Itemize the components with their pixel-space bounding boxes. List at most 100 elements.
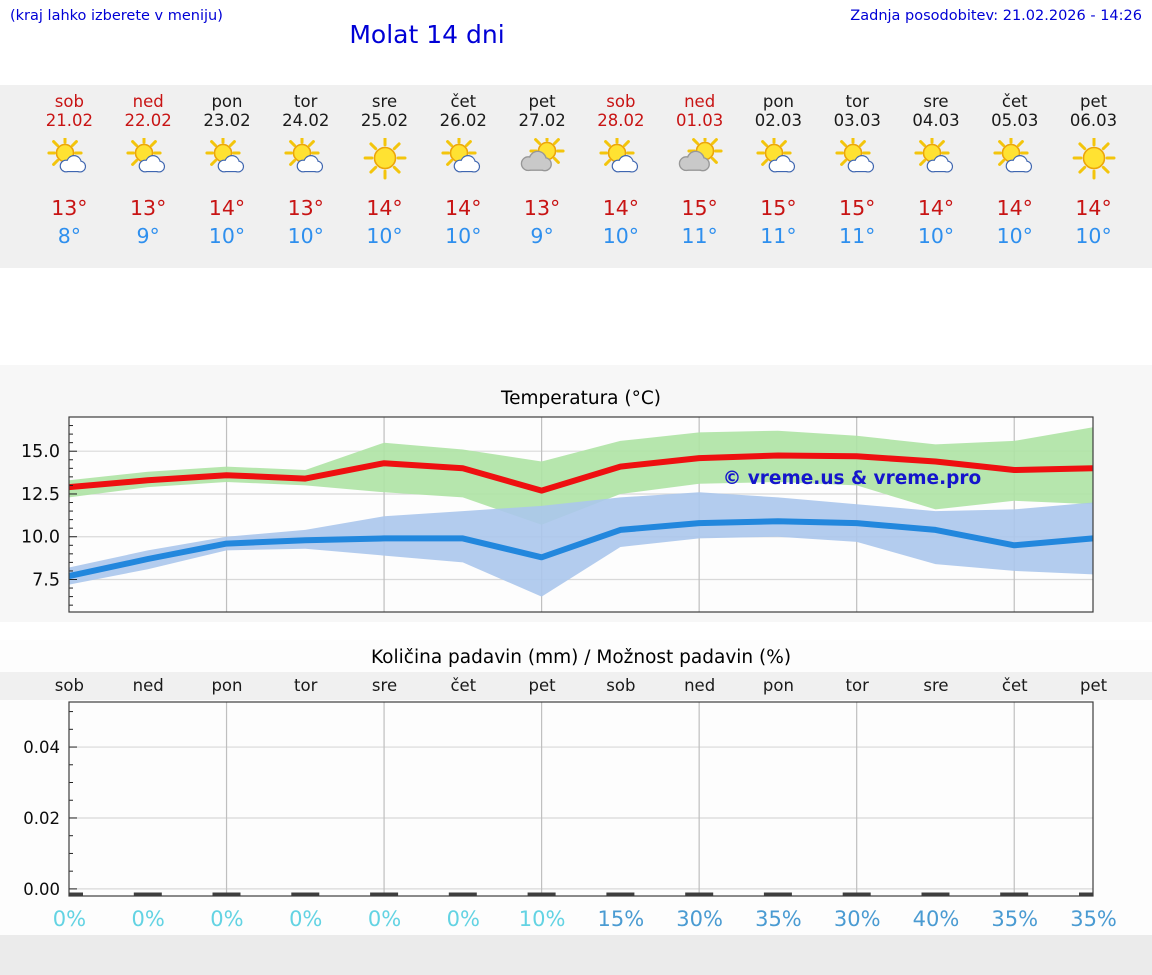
weather-icon [30,138,109,184]
day-name: tor [845,92,869,111]
low-temperature: 11° [681,224,718,248]
precip-probability: 10% [518,907,566,931]
high-temperature: 14° [366,196,403,220]
low-temperature: 11° [839,224,876,248]
forecast-day: ned 22.02 13° 9° [109,85,188,248]
weather-icon [581,138,660,184]
precip-probability-row: 0% 0% 0% 0% 0% 0% 10% 15% 30% 35% 30% 40% 35% 35% [30,904,1133,934]
precip-day-label: sre [371,676,398,695]
precipitation-figure: Količina padavin (mm) / Možnost padavin … [0,640,1152,935]
day-date: 23.02 [203,111,251,130]
precip-probability: 30% [676,907,723,931]
precip-day-label: tor [845,676,869,695]
sun-small-cloud-icon [993,138,1032,173]
forecast-day: pon 23.02 14° 10° [188,85,267,248]
forecast-day: ned 01.03 15° 11° [660,85,739,248]
precip-day-strip: sob ned pon tor sre čet pet sob ned pon tor sre čet p… [0,672,1152,700]
temperature-chart-title: Temperatura (°C) [500,388,662,409]
forecast-day: čet 05.03 14° 10° [975,85,1054,248]
temperature-figure: Temperatura (°C) 7.5 10.0 12.5 15.0 © vreme… [0,365,1152,622]
precip-probability: 0% [52,907,87,931]
precip-probability: 0% [210,907,244,931]
day-name: ned [132,92,164,111]
sun-gray-cloud-icon [520,138,565,172]
forecast-strip-row: sob 21.02 13° 8° ned 22.02 13° 9° pon 23… [30,85,1133,248]
sun-icon [363,138,407,180]
high-temperature: 15° [839,196,876,220]
high-temperature: 13° [523,196,561,220]
svg-text:0.00: 0.00 [23,880,60,899]
precip-day-label: sob [54,676,84,695]
svg-text:7.5: 7.5 [32,571,60,591]
high-temperature: 13° [287,196,324,220]
high-temperature: 15° [760,196,797,220]
low-temperature: 10° [208,224,246,248]
day-name: sre [371,92,398,111]
low-temperature: 10° [366,224,403,248]
day-date: 02.03 [754,111,803,130]
high-temperature: 14° [1075,196,1112,220]
day-date: 03.03 [833,111,881,130]
svg-text:15.0: 15.0 [21,442,60,462]
high-temperature: 14° [602,196,640,220]
forecast-day: sob 28.02 14° 10° [581,85,660,248]
precip-probability: 0% [131,907,165,931]
day-date: 04.03 [912,111,960,130]
day-name: pon [762,92,794,111]
day-date: 28.02 [597,111,645,130]
weather-icon [660,138,739,184]
low-temperature: 11° [760,224,797,248]
weather-icon [975,138,1054,184]
day-date: 24.02 [282,111,330,130]
weather-icon [345,138,424,184]
weather-icon [109,138,188,184]
high-temperature: 14° [208,196,246,220]
day-date: 06.03 [1069,111,1118,130]
weather-icon [424,138,503,184]
day-name: tor [294,92,318,111]
precip-day-label: ned [132,676,164,695]
day-name: čet [450,92,477,111]
day-name: čet [1001,92,1028,111]
precip-day-row: sob ned pon tor sre čet pet sob ned pon tor sre čet p… [30,672,1133,700]
high-temperature: 14° [996,196,1033,220]
forecast-day: tor 24.02 13° 10° [266,85,345,248]
low-temperature: 10° [996,224,1033,248]
forecast-day: pet 06.03 14° 10° [1054,85,1133,248]
precip-probability: 35% [1070,907,1117,931]
weather-icon [188,138,267,184]
precip-day-label: pon [211,676,243,695]
sun-small-cloud-icon [126,138,166,173]
precip-probability: 35% [755,907,802,931]
low-temperature: 9° [530,224,554,248]
location-menu-hint: (kraj lahko izberete v meniju) [10,8,223,24]
day-name: sob [606,92,636,111]
low-temperature: 10° [602,224,640,248]
precip-day-label: čet [450,676,477,695]
precipitation-chart-title: Količina padavin (mm) / Možnost padavin … [370,647,792,668]
weather-icon [897,138,976,184]
sun-gray-cloud-icon [678,138,723,172]
sun-small-cloud-icon [835,138,875,173]
footer-band [0,935,1152,975]
precip-day-label: sob [606,676,636,695]
svg-text:12.5: 12.5 [21,485,60,505]
high-temperature: 13° [51,196,88,220]
last-update-label: Zadnja posodobitev: 21.02.2026 - 14:26 [850,8,1142,24]
day-date: 27.02 [518,111,566,130]
day-date: 22.02 [124,111,172,130]
sun-small-cloud-icon [756,138,796,173]
precipitation-chart: 0.00 0.02 0.04 [23,701,1094,899]
forecast-strip: sob 21.02 13° 8° ned 22.02 13° 9° pon 23… [0,85,1152,268]
precip-day-label: tor [294,676,318,695]
watermark-link[interactable]: © vreme.us & vreme.pro [722,468,982,489]
precip-probability: 35% [991,907,1039,931]
day-name: pon [211,92,243,111]
weather-icon [739,138,818,184]
low-temperature: 8° [57,224,82,248]
day-name: sob [54,92,84,111]
sun-small-cloud-icon [914,138,954,173]
weather-icon [503,138,582,184]
svg-text:10.0: 10.0 [21,528,60,548]
